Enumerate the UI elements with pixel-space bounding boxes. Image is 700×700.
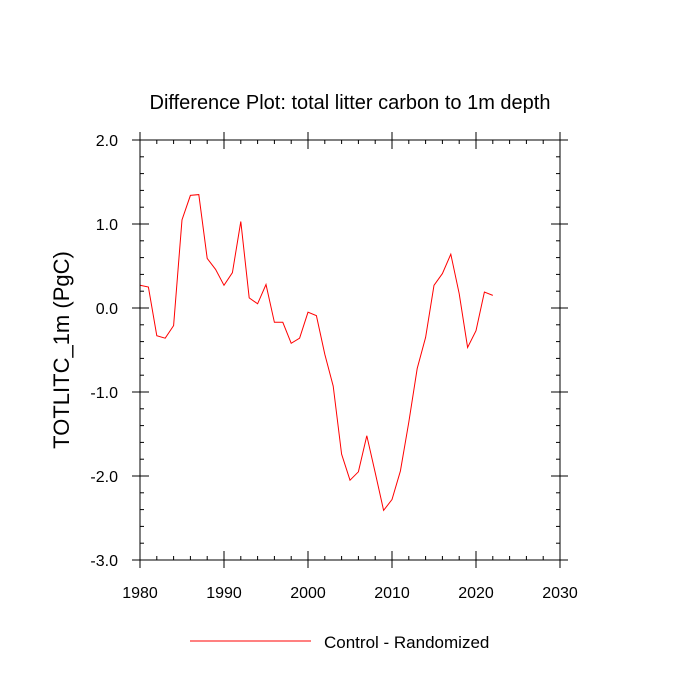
x-tick-label: 2020	[458, 585, 494, 602]
chart-title: Difference Plot: total litter carbon to …	[150, 92, 551, 114]
x-tick-label: 2030	[542, 585, 578, 602]
y-tick-label: 2.0	[96, 133, 118, 150]
x-tick-label: 2010	[374, 585, 410, 602]
axis-tick-labels: 1980 1990 2000 2010 2020 2030 2.0 1.0 0.0 -1.0 -2.…	[90, 133, 577, 602]
y-tick-label: 0.0	[96, 301, 118, 318]
legend-label: Control - Randomized	[324, 633, 489, 652]
legend: Control - Randomized	[190, 633, 489, 652]
x-tick-label: 1990	[206, 585, 242, 602]
plot-frame	[139, 139, 561, 561]
series-group	[139, 194, 493, 512]
axis-ticks	[132, 132, 568, 568]
y-tick-label: -2.0	[90, 469, 118, 486]
y-tick-label: -1.0	[90, 385, 118, 402]
y-axis-label: TOTLITC_1m (PgC)	[49, 251, 74, 449]
x-tick-label: 1980	[122, 585, 158, 602]
y-tick-label: 1.0	[96, 217, 118, 234]
y-tick-label: -3.0	[90, 553, 118, 570]
x-tick-label: 2000	[290, 585, 326, 602]
series-line	[139, 194, 493, 512]
